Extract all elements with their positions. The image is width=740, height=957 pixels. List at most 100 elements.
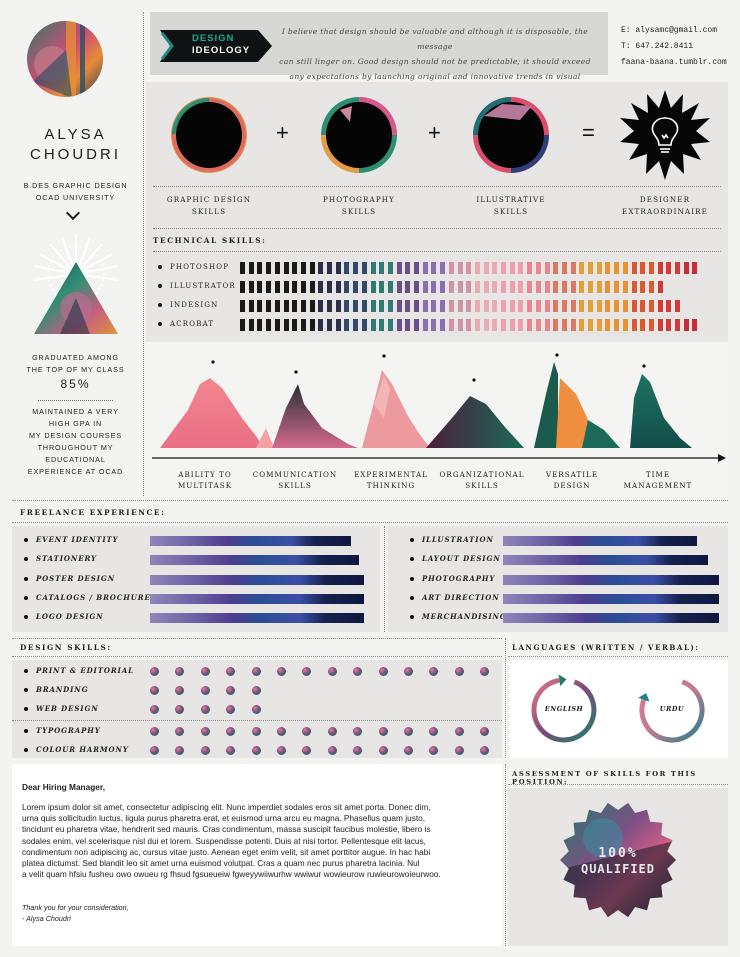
skill-tick xyxy=(405,262,411,274)
freelance-title: FREELANCE EXPERIENCE: xyxy=(20,508,166,517)
design-skills-top-rule xyxy=(12,638,502,639)
freelance-skill-bar xyxy=(150,574,364,585)
skill-tick xyxy=(535,319,541,331)
skill-tick xyxy=(440,300,446,312)
skill-tick xyxy=(370,319,376,331)
skill-tick xyxy=(353,300,359,312)
skill-tick xyxy=(588,262,593,274)
skill-tick xyxy=(283,281,289,293)
skill-tick xyxy=(274,262,280,274)
skill-tick xyxy=(527,262,533,274)
skill-tick xyxy=(553,281,559,293)
skill-dot xyxy=(226,705,236,714)
skill-tick xyxy=(518,300,524,312)
design-skill-label: PRINT & EDITORIAL xyxy=(24,666,134,675)
skill-tick xyxy=(448,300,454,312)
peak-label: ABILITY TO MULTITASK xyxy=(177,470,233,490)
skill-tick xyxy=(344,281,350,293)
skill-dot xyxy=(175,705,185,714)
skill-tick xyxy=(387,262,393,274)
skill-dot xyxy=(404,667,413,676)
skill-dot xyxy=(277,667,286,676)
skill-dot xyxy=(429,727,439,736)
skill-tick xyxy=(605,300,611,312)
skill-tick xyxy=(561,300,567,312)
skill-tick xyxy=(414,300,419,312)
skill-tick xyxy=(657,319,663,331)
skill-tick xyxy=(553,262,559,274)
skill-tick xyxy=(387,281,393,293)
skill-tick xyxy=(631,281,637,293)
skill-tick xyxy=(544,319,550,331)
freelance-skill-label: LOGO DESIGN xyxy=(24,612,104,621)
skill-tick xyxy=(457,262,463,274)
skill-tick xyxy=(266,262,272,274)
languages-title-rule xyxy=(508,656,728,657)
photography-caption: PHOTOGRAPHY SKILLS xyxy=(313,194,405,218)
skill-tick xyxy=(405,319,411,331)
skill-tick xyxy=(318,319,324,331)
design-skills-title: DESIGN SKILLS: xyxy=(20,643,112,652)
skill-tick xyxy=(492,262,498,274)
skill-tick xyxy=(422,262,428,274)
equation-caption-rule xyxy=(153,186,721,187)
skill-tick xyxy=(361,300,367,312)
peak-label: VERSATILE DESIGN xyxy=(545,470,599,490)
freelance-skill-label: MERCHANDISING xyxy=(410,612,507,621)
skill-tick xyxy=(692,319,698,331)
skill-tick xyxy=(474,300,480,312)
skill-tick xyxy=(257,262,263,274)
contact-website[interactable]: faana-baana.tumblr.com xyxy=(621,58,727,67)
skill-dot xyxy=(200,686,210,695)
skill-tick xyxy=(596,300,602,312)
urdu-language-ring xyxy=(638,679,705,743)
skill-tick xyxy=(657,262,663,274)
skill-tick xyxy=(318,300,324,312)
skill-tick xyxy=(440,262,446,274)
skill-tick xyxy=(588,281,593,293)
contact-phone[interactable]: T: 647.242.8411 xyxy=(621,42,694,51)
freelance-skill-bar xyxy=(150,536,351,546)
skill-tick xyxy=(544,300,550,312)
skill-tick xyxy=(448,262,454,274)
skill-dot xyxy=(378,727,388,736)
peak-label: EXPERIMENTAL THINKING xyxy=(354,470,428,490)
skill-tick xyxy=(596,262,602,274)
design-skill-label: BRANDING xyxy=(24,685,89,694)
skill-tick xyxy=(448,281,454,293)
technical-title-rule xyxy=(153,251,721,252)
skill-tick xyxy=(622,300,628,312)
skill-dot xyxy=(378,746,388,755)
letter-body-line: urna quis sollicitudin luctus, ligula pu… xyxy=(22,813,426,824)
english-label: ENGLISH xyxy=(544,705,584,713)
first-name: ALYSA xyxy=(44,126,107,143)
skill-tick xyxy=(492,319,498,331)
skill-tick xyxy=(596,281,602,293)
skill-tick xyxy=(544,281,550,293)
skill-tick xyxy=(527,319,533,331)
skill-tick xyxy=(509,300,515,312)
qualified-seal-badge xyxy=(560,802,676,918)
skill-tick xyxy=(466,319,472,331)
skill-tick xyxy=(457,319,463,331)
skill-tick xyxy=(640,319,646,331)
skill-tick xyxy=(457,300,463,312)
skill-tick xyxy=(405,281,411,293)
letter-body-line: sodales enim, vel scelerisque nisl dui e… xyxy=(22,835,426,846)
skill-dot xyxy=(480,746,490,755)
contact-email[interactable]: E: alysamc@gmail.com xyxy=(621,26,718,35)
skill-tick xyxy=(292,262,298,274)
languages-panel xyxy=(508,660,728,758)
skill-tick xyxy=(379,281,385,293)
skill-tick xyxy=(440,281,446,293)
gpa-line: EXPERIENCE AT OCAD xyxy=(27,467,124,476)
skill-tick xyxy=(501,319,506,331)
design-skill-label: COLOUR HARMONY xyxy=(24,745,129,754)
skill-tick xyxy=(640,281,646,293)
design-skill-label: TYPOGRAPHY xyxy=(24,726,101,735)
skill-tick xyxy=(535,262,541,274)
skill-tick xyxy=(648,319,654,331)
letter-body-line: tincidunt eu pharetra vitae, hendrerit s… xyxy=(22,824,431,835)
skill-dot xyxy=(175,667,185,676)
skill-dot xyxy=(277,746,286,755)
